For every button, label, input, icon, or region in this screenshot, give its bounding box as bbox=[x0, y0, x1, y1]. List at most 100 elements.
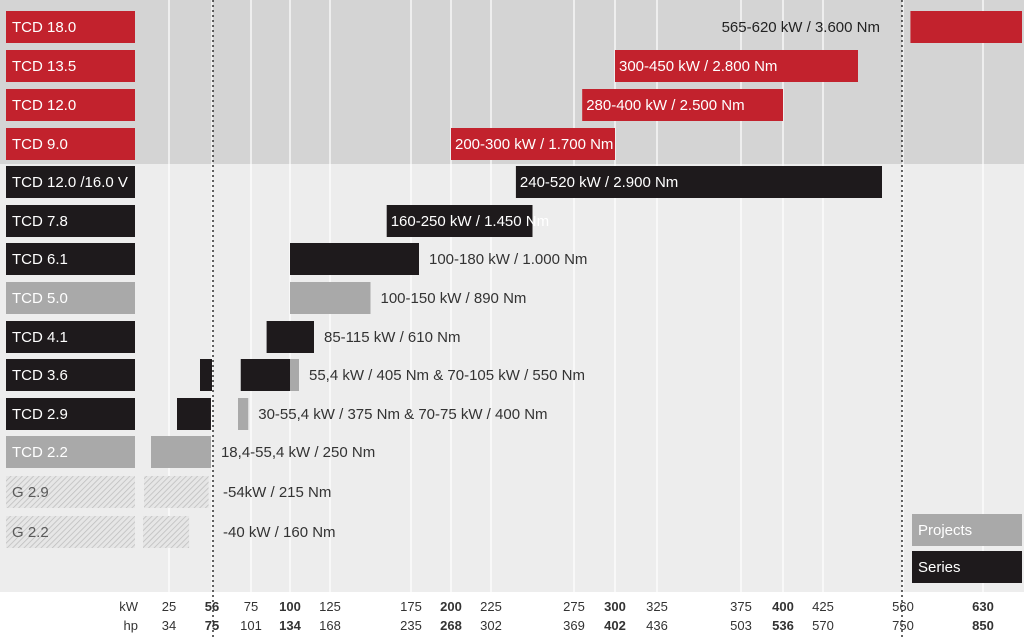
tick-label-hp: 268 bbox=[440, 618, 462, 633]
engine-row: TCD 13.5 300-450 kW / 2.800 Nm bbox=[6, 50, 858, 82]
tick-label-hp: 570 bbox=[812, 618, 834, 633]
engine-name-box bbox=[6, 321, 135, 353]
engine-name-box bbox=[6, 436, 135, 468]
engine-rows: TCD 18.0 565-620 kW / 3.600 Nm TCD 13.5 300… bbox=[6, 11, 1022, 548]
tick-label-hp: 75 bbox=[205, 618, 219, 633]
power-range-bar bbox=[451, 128, 615, 160]
engine-annotation: 100-180 kW / 1.000 Nm bbox=[429, 251, 587, 268]
engine-annotation: 300-450 kW / 2.800 Nm bbox=[619, 58, 777, 75]
engine-annotation: 30-55,4 kW / 375 Nm & 70-75 kW / 400 Nm bbox=[258, 406, 547, 423]
power-range-bar bbox=[151, 436, 211, 468]
engine-row: TCD 9.0 200-300 kW / 1.700 Nm bbox=[6, 128, 615, 160]
engine-row: TCD 7.8 160-250 kW / 1.450 Nm bbox=[6, 205, 549, 237]
legend-label: Series bbox=[918, 559, 961, 576]
engine-row: TCD 5.0 100-150 kW / 890 Nm bbox=[6, 282, 526, 314]
engine-name-box bbox=[6, 11, 135, 43]
engine-name-box bbox=[6, 359, 135, 391]
tick-label-kw: 200 bbox=[440, 599, 462, 614]
engine-row: TCD 2.2 18,4-55,4 kW / 250 Nm bbox=[6, 436, 375, 468]
engine-annotation: 18,4-55,4 kW / 250 Nm bbox=[221, 444, 375, 461]
engine-annotation: 85-115 kW / 610 Nm bbox=[324, 329, 460, 346]
engine-name: TCD 4.1 bbox=[12, 329, 68, 346]
engine-name-box bbox=[6, 205, 135, 237]
engine-annotation: 200-300 kW / 1.700 Nm bbox=[455, 136, 613, 153]
engine-row: TCD 12.0 /16.0 V 240-520 kW / 2.900 Nm bbox=[6, 166, 882, 198]
engine-row: TCD 6.1 100-180 kW / 1.000 Nm bbox=[6, 243, 587, 275]
power-range-bar bbox=[290, 243, 419, 275]
engine-annotation: 565-620 kW / 3.600 Nm bbox=[722, 19, 880, 36]
engine-name-box bbox=[6, 516, 135, 548]
power-range-bar bbox=[144, 476, 209, 508]
engine-name: TCD 5.0 bbox=[12, 290, 68, 307]
engine-annotation: 280-400 kW / 2.500 Nm bbox=[586, 97, 744, 114]
tick-label-hp: 369 bbox=[563, 618, 585, 633]
engine-annotation: 160-250 kW / 1.450 Nm bbox=[391, 213, 549, 230]
tick-label-kw: 125 bbox=[319, 599, 341, 614]
engine-name-box bbox=[6, 476, 135, 508]
tick-label-hp: 134 bbox=[279, 618, 301, 633]
engine-name: TCD 9.0 bbox=[12, 136, 68, 153]
power-range-bar bbox=[615, 50, 858, 82]
engine-name-box bbox=[6, 398, 135, 430]
power-range-bar bbox=[240, 359, 290, 391]
tick-label-kw: 300 bbox=[604, 599, 626, 614]
legend-entry: Series bbox=[912, 551, 1022, 583]
power-range-bar bbox=[177, 398, 211, 430]
engine-name: G 2.2 bbox=[12, 524, 49, 541]
engine-name: TCD 18.0 bbox=[12, 19, 76, 36]
power-range-bar bbox=[582, 89, 783, 121]
tick-label-hp: 235 bbox=[400, 618, 422, 633]
engine-name: TCD 6.1 bbox=[12, 251, 68, 268]
engine-name: TCD 2.2 bbox=[12, 444, 68, 461]
tick-label-kw: 100 bbox=[279, 599, 301, 614]
tick-label-kw: 400 bbox=[772, 599, 794, 614]
grid-lines bbox=[168, 0, 984, 638]
power-range-bar-project bbox=[290, 359, 299, 391]
engine-row: TCD 18.0 565-620 kW / 3.600 Nm bbox=[6, 11, 1022, 43]
tick-label-hp: 536 bbox=[772, 618, 794, 633]
engine-annotation: 55,4 kW / 405 Nm & 70-105 kW / 550 Nm bbox=[309, 367, 585, 384]
tick-label-hp: 34 bbox=[162, 618, 176, 633]
tick-label-hp: 402 bbox=[604, 618, 626, 633]
tick-label-hp: 168 bbox=[319, 618, 341, 633]
tick-label-hp: 302 bbox=[480, 618, 502, 633]
legend-swatch bbox=[912, 551, 1022, 583]
tick-label-kw: 630 bbox=[972, 599, 994, 614]
tick-label-kw: 225 bbox=[480, 599, 502, 614]
legend-swatch bbox=[912, 514, 1022, 546]
engine-name: TCD 3.6 bbox=[12, 367, 68, 384]
engine-row: TCD 2.9 30-55,4 kW / 375 Nm & 70-75 kW / … bbox=[6, 398, 548, 430]
power-range-bar bbox=[266, 321, 314, 353]
power-range-bar-project bbox=[238, 398, 249, 430]
x-unit-primary: kW bbox=[119, 599, 139, 614]
engine-name-box bbox=[6, 50, 135, 82]
tick-label-kw: 275 bbox=[563, 599, 585, 614]
power-range-bar bbox=[200, 359, 212, 391]
engine-name: TCD 7.8 bbox=[12, 213, 68, 230]
engine-name: TCD 2.9 bbox=[12, 406, 68, 423]
engine-row: G 2.2 -40 kW / 160 Nm bbox=[6, 516, 336, 548]
engine-name-box bbox=[6, 243, 135, 275]
tick-label-hp: 101 bbox=[240, 618, 262, 633]
engine-name-box bbox=[6, 89, 135, 121]
engine-name: TCD 12.0 /16.0 V bbox=[12, 174, 128, 191]
engine-name: TCD 12.0 bbox=[12, 97, 76, 114]
legend: Projects Series bbox=[912, 514, 1022, 583]
engine-name-box bbox=[6, 166, 135, 198]
power-range-bar bbox=[386, 205, 533, 237]
tick-label-kw: 56 bbox=[205, 599, 219, 614]
tick-label-kw: 25 bbox=[162, 599, 176, 614]
tick-label-hp: 503 bbox=[730, 618, 752, 633]
tick-label-kw: 75 bbox=[244, 599, 258, 614]
engine-name: TCD 13.5 bbox=[12, 58, 76, 75]
tick-label-kw: 425 bbox=[812, 599, 834, 614]
legend-label: Projects bbox=[918, 522, 972, 539]
engine-annotation: -54kW / 215 Nm bbox=[223, 484, 331, 501]
engine-row: TCD 4.1 85-115 kW / 610 Nm bbox=[6, 321, 460, 353]
legend-entry: Projects bbox=[912, 514, 1022, 546]
x-axis: kW hp 25 34 56 75 75 101 100 134 125 168 175 235 200 26… bbox=[119, 599, 994, 633]
engine-row: TCD 3.6 55,4 kW / 405 Nm & 70-105 kW / 55… bbox=[6, 359, 585, 391]
power-range-bar bbox=[910, 11, 1022, 43]
tick-label-kw: 325 bbox=[646, 599, 668, 614]
